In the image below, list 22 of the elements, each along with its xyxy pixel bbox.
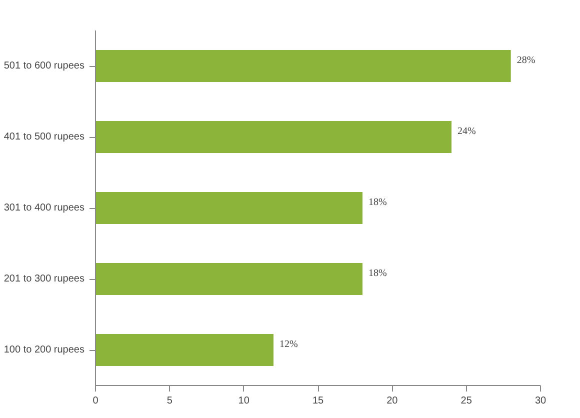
data-label: 12% — [280, 339, 298, 350]
y-tick-label: 401 to 500 rupees — [4, 132, 85, 142]
data-label: 28% — [516, 55, 536, 66]
y-tick-label: 201 to 300 rupees — [4, 274, 85, 284]
bar — [96, 50, 511, 82]
x-tick-label: 5 — [166, 396, 173, 406]
data-label: 18% — [368, 197, 387, 208]
bar — [96, 121, 452, 153]
y-tick-label: 100 to 200 rupees — [4, 344, 85, 356]
data-label: 18% — [368, 268, 387, 279]
x-tick-label: 20 — [386, 396, 398, 406]
bar — [96, 263, 362, 295]
bar — [96, 334, 274, 366]
x-tick-label: 30 — [534, 396, 546, 406]
y-tick-label: 501 to 600 rupees — [4, 60, 85, 72]
bar — [96, 192, 362, 224]
x-tick-label: 25 — [460, 396, 472, 406]
y-tick-label: 301 to 400 rupees — [4, 202, 85, 214]
x-tick-label: 15 — [312, 396, 324, 406]
x-tick-label: 0 — [92, 396, 99, 406]
x-tick-label: 10 — [238, 396, 250, 406]
data-label: 24% — [458, 126, 476, 137]
